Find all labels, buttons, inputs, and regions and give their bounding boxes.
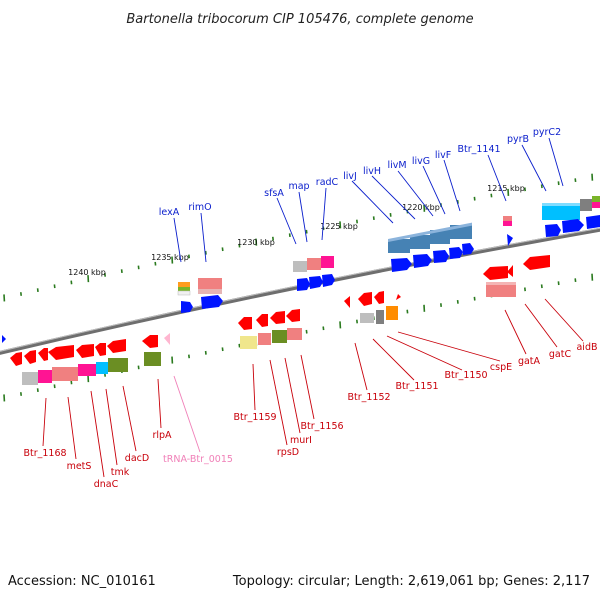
- ruler-label-1215: 1215 kbp: [487, 184, 525, 193]
- gene-label-Btr_1152: Btr_1152: [347, 392, 390, 403]
- gene-label-radC: radC: [316, 177, 339, 188]
- gene-label-livG: livG: [412, 156, 430, 167]
- rna-leader: [173, 375, 201, 453]
- gene-label-lexA: lexA: [159, 207, 180, 218]
- gene-label-rpsD: rpsD: [277, 447, 299, 458]
- ruler-label-1225: 1225 kbp: [320, 222, 358, 231]
- gene-label-pyrC2: pyrC2: [533, 127, 561, 138]
- ruler: 1240 kbp 1235 kbp 1230 kbp 1225 kbp 1220…: [68, 184, 525, 277]
- ruler-label-1235: 1235 kbp: [151, 253, 189, 262]
- gene-label-livM: livM: [387, 160, 406, 171]
- gene-label-livH: livH: [363, 166, 381, 177]
- gene-label-Btr_1168: Btr_1168: [23, 448, 66, 459]
- map-title: Bartonella tribocorum CIP 105476, comple…: [126, 12, 473, 27]
- gene-label-Btr_1156: Btr_1156: [300, 421, 343, 432]
- gene-label-livJ: livJ: [343, 171, 357, 182]
- forward-genes: [177, 196, 600, 313]
- gene-label-rimO: rimO: [188, 202, 211, 213]
- gene-label-murI: murI: [290, 435, 312, 446]
- gene-label-tmk: tmk: [111, 467, 130, 478]
- gene-label-dnaC: dnaC: [94, 479, 119, 490]
- gene-label-aidB: aidB: [576, 342, 597, 353]
- gene-label-Btr_1150: Btr_1150: [444, 370, 487, 381]
- gene-label-pyrB: pyrB: [507, 134, 529, 145]
- gene-label-cspE: cspE: [490, 362, 512, 373]
- reverse-leaders: [42, 298, 584, 478]
- gene-label-dacD: dacD: [125, 453, 149, 464]
- gene-label-livF: livF: [435, 150, 451, 161]
- gene-label-Btr_1151: Btr_1151: [395, 381, 438, 392]
- topology-text: Topology: circular; Length: 2,619,061 bp…: [232, 574, 590, 589]
- tick-marks: [3, 173, 594, 402]
- reverse-gene-labels: Btr_1168 metS dnaC tmk dacD rlpA Btr_115…: [23, 342, 597, 490]
- reverse-genes: [2, 255, 550, 385]
- forward-gene-labels: lexA rimO sfsA map radC livJ livH livM l…: [159, 127, 561, 218]
- gene-label-metS: metS: [67, 461, 92, 472]
- gene-label-gatC: gatC: [549, 349, 572, 360]
- gene-label-sfsA: sfsA: [264, 188, 284, 199]
- gene-label-tRNA-Btr_0015: tRNA-Btr_0015: [163, 454, 233, 465]
- forward-leaders: [173, 137, 564, 263]
- accession-text: Accession: NC_010161: [8, 574, 156, 589]
- gene-label-gatA: gatA: [518, 356, 541, 367]
- ruler-label-1230: 1230 kbp: [237, 238, 275, 247]
- gene-label-Btr_1159: Btr_1159: [233, 412, 276, 423]
- ruler-label-1240: 1240 kbp: [68, 268, 106, 277]
- ruler-label-1220: 1220 kbp: [402, 203, 440, 212]
- gene-label-Btr_1141: Btr_1141: [457, 144, 500, 155]
- gene-label-rlpA: rlpA: [152, 430, 172, 441]
- gene-label-map: map: [288, 181, 309, 192]
